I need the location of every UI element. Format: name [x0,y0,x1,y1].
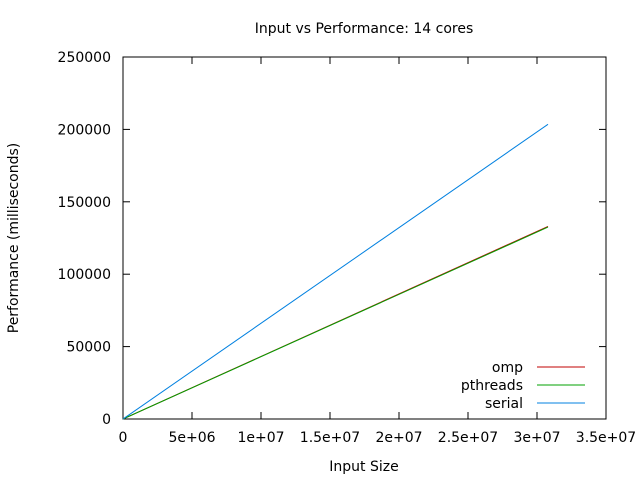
x-axis-label: Input Size [329,459,398,475]
y-tick-label: 50000 [66,340,111,356]
x-tick-label: 3.5e+07 [576,430,636,446]
plot-area [122,56,607,420]
x-tick-label: 1e+07 [237,430,284,446]
y-tick-label: 0 [102,412,111,428]
x-tick-label: 5e+06 [168,430,215,446]
y-tick-label: 150000 [58,195,111,211]
y-axis-label: Performance (milliseconds) [6,143,22,334]
x-axis: 0 5e+06 1e+07 1.5e+07 2e+07 2.5e+07 3e+07 3.5e+… [119,57,636,446]
chart-title: Input vs Performance: 14 cores [255,21,474,37]
y-tick-label: 100000 [58,267,111,283]
y-axis: 0 50000 100000 150000 200000 250000 [58,50,606,428]
y-tick-label: 200000 [58,122,111,138]
legend: omp pthreads serial [461,360,585,412]
x-tick-label: 3e+07 [513,430,560,446]
series-line-serial [122,123,549,420]
y-tick-label: 250000 [58,50,111,66]
legend-label-pthreads: pthreads [461,378,523,394]
legend-label-serial: serial [485,396,523,412]
x-tick-label: 1.5e+07 [300,430,360,446]
x-tick-label: 2e+07 [375,430,422,446]
x-tick-label: 0 [119,430,128,446]
series-line-pthreads [122,226,549,420]
legend-label-omp: omp [492,360,523,376]
series-lines [122,123,549,420]
x-tick-label: 2.5e+07 [438,430,498,446]
